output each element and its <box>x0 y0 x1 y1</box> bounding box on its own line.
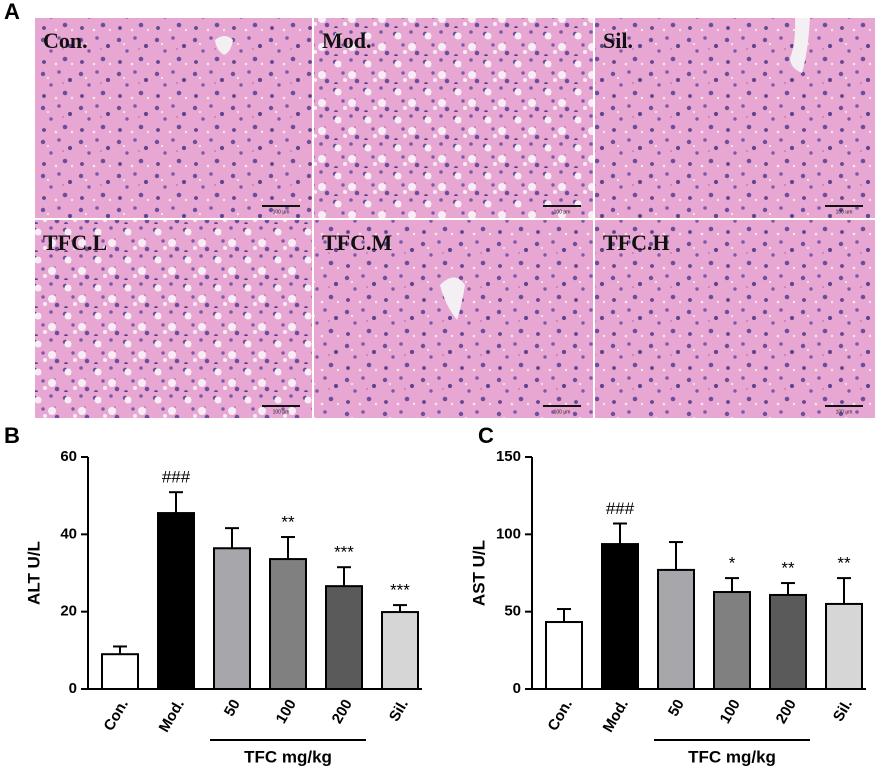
significance-label: *** <box>334 543 354 562</box>
significance-label: *** <box>390 581 410 600</box>
bar <box>657 568 695 691</box>
bar <box>269 558 307 691</box>
y-tick-label: 20 <box>60 603 77 620</box>
y-axis-title: ALT U/L <box>24 541 43 605</box>
x-tick-label: 100 <box>273 696 300 726</box>
histology-image <box>314 220 593 418</box>
scale-bar-label: 100 μm <box>273 209 290 215</box>
bar <box>769 593 807 690</box>
vessel <box>440 277 465 320</box>
group-label: TFC mg/kg <box>244 747 332 766</box>
x-tick-label: Sil. <box>386 696 412 724</box>
significance-label: ** <box>781 559 795 578</box>
x-tick-label: Con. <box>545 696 576 733</box>
x-tick-label: Con. <box>101 696 132 733</box>
x-tick-label: Mod. <box>156 696 188 735</box>
x-tick-label: Sil. <box>830 696 856 724</box>
vessel <box>215 36 233 55</box>
significance-label: ** <box>837 554 851 573</box>
significance-label: ### <box>606 499 635 518</box>
image-label: Mod. <box>322 28 372 53</box>
y-axis-title: AST U/L <box>469 540 488 606</box>
scale-bar-label: 100 μm <box>836 209 853 215</box>
scale-bar-label: 100 μm <box>554 209 571 215</box>
x-tick-label: 200 <box>773 696 800 726</box>
bar <box>545 621 583 691</box>
histology-image <box>314 18 593 218</box>
scale-bar-label: 100 μm <box>836 409 853 415</box>
y-tick-label: 40 <box>60 525 77 542</box>
bar <box>713 591 751 690</box>
histology-image <box>595 220 875 418</box>
y-tick-label: 100 <box>496 525 521 542</box>
bar <box>157 512 195 690</box>
bar <box>381 611 419 691</box>
x-tick-label: 50 <box>665 696 688 719</box>
y-tick-label: 0 <box>513 680 521 697</box>
y-tick-label: 50 <box>504 603 521 620</box>
image-label: TFC.M <box>322 230 393 255</box>
image-label: Con. <box>43 28 88 53</box>
panel-label: B <box>4 423 20 448</box>
x-tick-label: 50 <box>221 696 244 719</box>
y-tick-label: 0 <box>69 680 77 697</box>
histology-image <box>35 220 312 418</box>
image-label: TFC.H <box>603 230 670 255</box>
x-tick-label: 200 <box>329 696 356 726</box>
image-label: Sil. <box>603 28 633 53</box>
x-tick-label: Mod. <box>600 696 632 735</box>
bar <box>825 602 863 691</box>
bar <box>101 653 139 691</box>
scale-bar-label: 100 μm <box>273 409 290 415</box>
significance-label: ### <box>162 468 191 487</box>
panel-label: A <box>4 0 20 24</box>
group-label: TFC mg/kg <box>688 747 776 766</box>
significance-label: ** <box>281 513 295 532</box>
y-tick-label: 60 <box>60 448 77 465</box>
significance-label: * <box>729 554 736 573</box>
histology-image <box>35 18 312 218</box>
panel-label: C <box>478 423 494 448</box>
x-tick-label: 100 <box>717 696 744 726</box>
bar <box>325 585 363 690</box>
bar <box>213 547 251 691</box>
vessel <box>790 18 810 73</box>
histology-image <box>595 18 875 218</box>
image-label: TFC.L <box>43 230 107 255</box>
bar <box>601 543 639 690</box>
y-tick-label: 150 <box>496 448 521 465</box>
scale-bar-label: 100 μm <box>554 409 571 415</box>
